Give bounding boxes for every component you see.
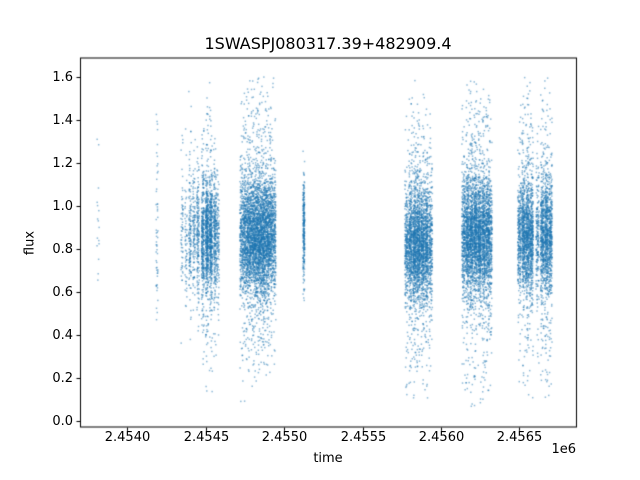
y-tick-label: 1.0 [52, 198, 73, 214]
x-tick-label: 2.4545 [183, 430, 230, 445]
y-tick-label: 1.2 [52, 155, 73, 171]
x-axis-offset-text: 1e6 [551, 442, 576, 457]
y-tick-label: 0.0 [52, 413, 73, 429]
x-tick-label: 2.4565 [496, 430, 543, 445]
x-tick-label: 2.4560 [418, 430, 465, 445]
x-tick-label: 2.4540 [104, 430, 151, 445]
x-tick-label: 2.4555 [340, 430, 387, 445]
x-tick-label: 2.4550 [261, 430, 308, 445]
y-tick-label: 0.6 [52, 284, 73, 300]
y-tick-label: 1.6 [52, 69, 73, 85]
chart-title: 1SWASPJ080317.39+482909.4 [204, 34, 452, 53]
y-tick-label: 0.8 [52, 241, 73, 257]
x-axis-label: time [313, 451, 343, 466]
y-tick-label: 0.4 [52, 327, 73, 343]
y-tick-label: 0.2 [52, 370, 73, 386]
y-tick-label: 1.4 [52, 112, 73, 128]
